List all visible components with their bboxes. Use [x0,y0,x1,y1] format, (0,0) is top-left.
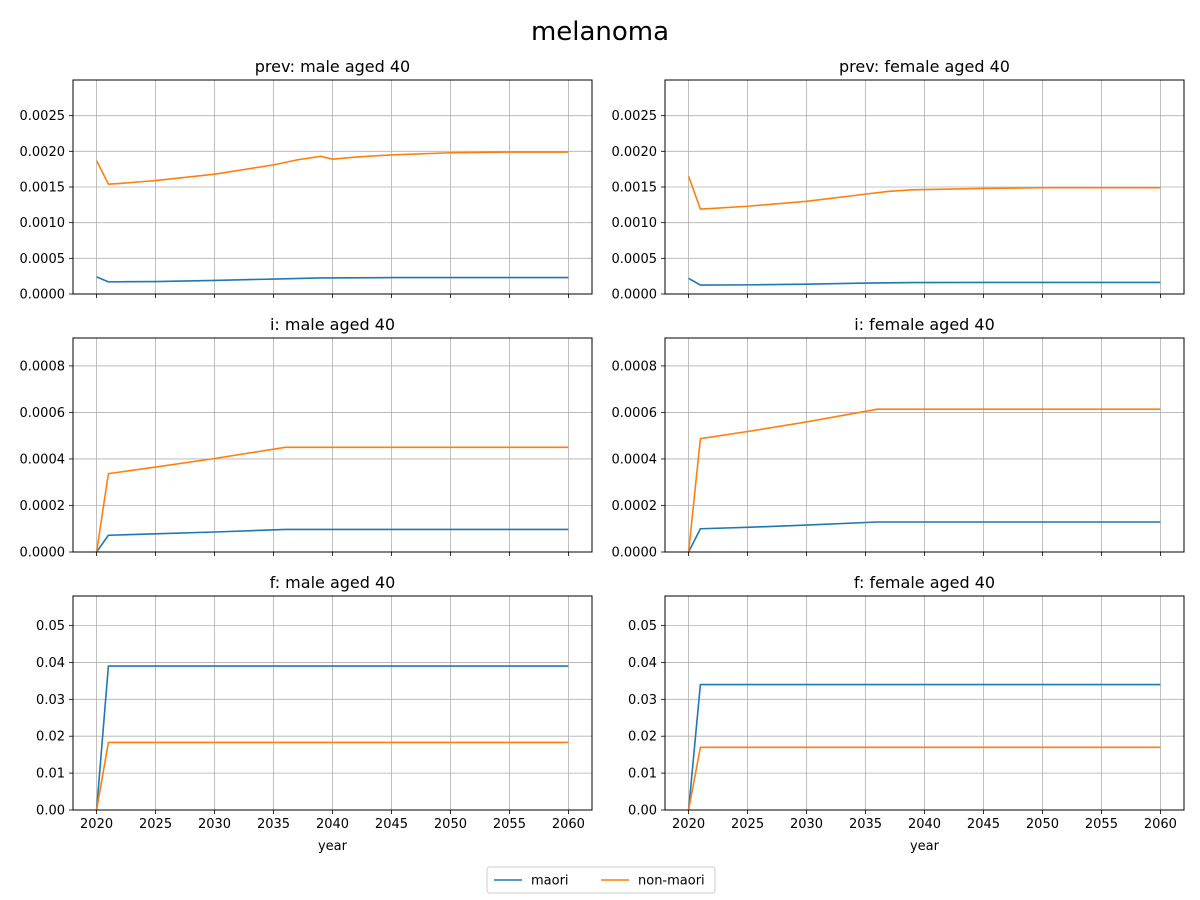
panels-grid: 0.0000 0.0005 0.0010 0.0015 0.0020 0.0025 prev… [20,57,1185,854]
y-tick-label: 0.0020 [612,145,658,160]
series-line-maori [95,665,569,810]
panel-title: f: female aged 40 [854,573,995,592]
y-tick-label: 0.0015 [20,181,66,196]
series-line-maori [687,683,1161,810]
x-tick-label: 2025 [139,817,172,832]
legend: maori non-maori [486,866,716,894]
panel-0: 0.0000 0.0005 0.0010 0.0015 0.0020 0.0025 prev… [20,57,593,303]
panel-title: prev: female aged 40 [839,57,1010,76]
y-tick-label: 0.02 [36,730,65,745]
panel-title: prev: male aged 40 [255,57,410,76]
y-tick-label: 0.0000 [20,288,66,303]
series-line-non-maori [687,176,1161,210]
x-tick-label: 2055 [1085,817,1118,832]
y-tick-label: 0.01 [36,767,65,782]
y-tick-label: 0.04 [628,656,657,671]
x-tick-label: 2060 [1144,817,1177,832]
y-tick-label: 0.0020 [20,145,66,160]
series-line-maori [96,276,569,283]
series-line-maori [95,528,569,552]
y-tick-label: 0.0004 [612,452,658,467]
y-tick-label: 0.0010 [612,216,658,231]
y-tick-label: 0.0015 [612,181,658,196]
y-tick-label: 0.0000 [612,546,658,561]
y-tick-label: 0.0005 [612,252,658,267]
y-tick-label: 0.00 [628,804,657,819]
x-tick-label: 2035 [257,817,290,832]
y-tick-label: 0.0000 [612,288,658,303]
x-tick-label: 2035 [849,817,882,832]
y-tick-label: 0.0010 [20,216,66,231]
x-tick-label: 2030 [790,817,823,832]
y-tick-label: 0.04 [36,656,65,671]
series-line-non-maori [687,746,1161,810]
x-tick-label: 2050 [1026,817,1059,832]
y-tick-label: 0.0005 [20,252,66,267]
y-tick-label: 0.00 [36,804,65,819]
y-tick-label: 0.0008 [20,359,66,374]
x-tick-label: 2020 [80,817,113,832]
y-tick-label: 0.03 [628,693,657,708]
panel-title: i: male aged 40 [270,315,395,334]
panel-4: 2020 2025 2030 2035 2040 2045 2050 2055 2060 0.00… [36,573,593,854]
x-tick-label: 2025 [731,817,764,832]
x-axis-label: year [910,839,940,854]
x-tick-label: 2055 [493,817,526,832]
x-tick-label: 2045 [967,817,1000,832]
panel-title: i: female aged 40 [854,315,995,334]
series-line-maori [688,277,1161,286]
series-line-non-maori [95,741,569,810]
y-tick-label: 0.0000 [20,546,66,561]
y-tick-label: 0.0006 [20,406,66,421]
series-line-non-maori [687,408,1161,552]
series-line-non-maori [95,446,569,552]
panel-1: 0.0000 0.0005 0.0010 0.0015 0.0020 0.0025 prev… [612,57,1185,303]
figure-title: melanoma [531,17,669,47]
panel-5: 2020 2025 2030 2035 2040 2045 2050 2055 2060 0.00… [628,573,1185,854]
x-tick-label: 2020 [672,817,705,832]
y-tick-label: 0.0025 [20,109,66,124]
y-tick-label: 0.05 [36,619,65,634]
x-axis-label: year [318,839,348,854]
y-tick-label: 0.0004 [20,452,66,467]
y-tick-label: 0.02 [628,730,657,745]
x-tick-label: 2040 [316,817,349,832]
y-tick-label: 0.0006 [612,406,658,421]
x-tick-label: 2045 [375,817,408,832]
y-tick-label: 0.0008 [612,359,658,374]
panel-3: 0.0000 0.0002 0.0004 0.0006 0.0008 i: female … [612,315,1185,561]
x-tick-label: 2060 [552,817,585,832]
x-tick-label: 2050 [434,817,467,832]
y-tick-label: 0.0002 [612,499,658,514]
x-tick-label: 2030 [198,817,231,832]
x-tick-label: 2040 [908,817,941,832]
y-tick-label: 0.03 [36,693,65,708]
y-tick-label: 0.05 [628,619,657,634]
legend-label-maori: maori [531,874,569,889]
y-tick-label: 0.01 [628,767,657,782]
y-tick-label: 0.0025 [612,109,658,124]
legend-label-non-maori: non-maori [638,874,705,889]
series-line-non-maori [95,151,569,185]
series-line-maori [687,521,1161,552]
panel-title: f: male aged 40 [270,573,396,592]
panel-2: 0.0000 0.0002 0.0004 0.0006 0.0008 i: male ag… [20,315,593,561]
y-tick-label: 0.0002 [20,499,66,514]
